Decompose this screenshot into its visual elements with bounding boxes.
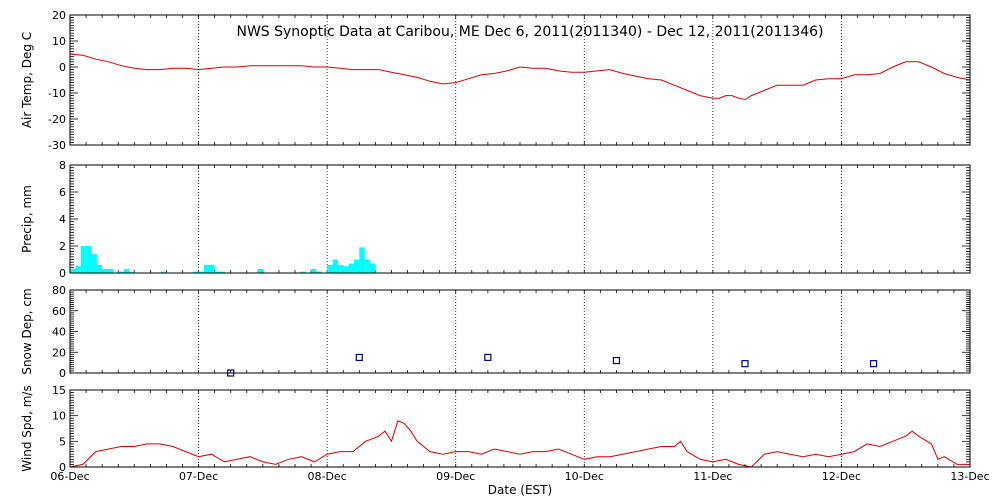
y-axis-label: Air Temp, Deg C	[20, 32, 34, 128]
y-axis-label: Wind Spd, m/s	[20, 385, 34, 471]
precip-bar	[123, 268, 130, 273]
precip-bar	[348, 263, 355, 273]
precip-bar	[327, 264, 333, 273]
y-tick-label: 4	[59, 213, 66, 226]
precip-bar	[198, 271, 204, 273]
snow-depth-point	[741, 360, 749, 368]
precip-bar	[128, 271, 135, 273]
y-tick-label: 10	[52, 410, 66, 423]
precip-bar	[300, 271, 306, 273]
y-tick-label: -30	[48, 139, 66, 152]
precip-bar	[86, 246, 92, 273]
x-tick-label: 08-Dec	[308, 470, 347, 483]
y-tick-label: -20	[48, 113, 66, 126]
panel-air-temp: -30 -20 -10 0 10 20 Air Temp, Deg C	[20, 9, 971, 152]
y-tick-label: 5	[59, 435, 66, 448]
y-tick-label: 10	[52, 35, 66, 48]
precip-bar	[96, 264, 103, 273]
precip-bar	[75, 266, 81, 273]
snow-depth-point	[612, 356, 621, 365]
panel-frame	[69, 389, 971, 468]
x-axis-label: Date (EST)	[488, 483, 552, 497]
precip-bar	[257, 268, 263, 273]
x-tick-label: 06-Dec	[50, 470, 89, 483]
snow-depth-point	[355, 353, 363, 362]
precip-bar	[193, 271, 199, 273]
air-temp-series-line	[69, 53, 971, 101]
precip-bar	[107, 268, 113, 273]
precip-bar	[70, 268, 76, 273]
precip-bar	[80, 246, 87, 273]
y-tick-label: 20	[52, 9, 66, 22]
y-axis-label: Snow Dep, cm	[20, 288, 34, 374]
snow-depth-point	[869, 360, 878, 368]
precip-bar	[209, 264, 215, 273]
x-tick-label: 12-Dec	[822, 470, 861, 483]
y-axis-label: Precip, mm	[20, 185, 34, 253]
panel-wind-speed: 0 5 10 15 Wind Spd, m/s	[20, 384, 971, 474]
x-tick-label: 11-Dec	[693, 470, 732, 483]
precip-bar	[364, 259, 371, 273]
y-tick-label: 0	[59, 367, 66, 380]
x-axis: 06-Dec 07-Dec 08-Dec 09-Dec 10-Dec 11-Dec 12-D…	[50, 470, 989, 483]
panel-frame	[69, 14, 971, 146]
panel-precip: 0 2 4 6 8 Precip, mm	[20, 159, 971, 280]
panel-frame	[69, 164, 971, 274]
y-tick-label: 0	[59, 461, 66, 474]
y-tick-label: 20	[52, 346, 66, 359]
panel-snow-depth: 0 20 40 60 80 Snow Dep, cm	[20, 284, 971, 380]
precip-bar	[203, 264, 210, 273]
precip-bar	[316, 271, 322, 273]
y-tick-label: 15	[52, 384, 66, 397]
y-tick-label: 0	[59, 267, 66, 280]
y-tick-label: 80	[52, 284, 66, 297]
x-tick-label: 09-Dec	[436, 470, 475, 483]
y-tick-label: 8	[59, 159, 66, 172]
x-tick-label: 10-Dec	[565, 470, 604, 483]
precip-bar	[353, 259, 360, 273]
precip-bar	[343, 266, 349, 273]
precip-bar	[161, 271, 167, 273]
precip-bar	[91, 254, 97, 273]
x-tick-label: 13-Dec	[950, 470, 989, 483]
y-tick-label: 2	[59, 240, 66, 253]
precip-bar	[369, 263, 376, 273]
panels: -30 -20 -10 0 10 20 Air Temp, Deg C 0 2 4 6 8 Precip…	[20, 9, 971, 474]
precip-bar	[102, 268, 108, 273]
snow-depth-point	[484, 353, 492, 362]
y-tick-label: 40	[52, 326, 66, 339]
chart-title: NWS Synoptic Data at Caribou, ME Dec 6, …	[236, 24, 823, 40]
x-tick-label: 07-Dec	[179, 470, 218, 483]
precip-bar	[220, 271, 226, 273]
precip-bar	[359, 247, 365, 273]
precip-bar	[337, 264, 344, 273]
panel-frame	[69, 289, 971, 374]
precip-bar	[332, 259, 338, 273]
y-tick-label: 60	[52, 305, 66, 318]
precip-bar	[118, 271, 124, 273]
y-tick-label: 0	[59, 61, 66, 74]
precip-bar	[214, 271, 221, 273]
y-tick-label: 6	[59, 186, 66, 199]
y-tick-label: -10	[48, 87, 66, 100]
wind-speed-series-line	[69, 420, 970, 468]
precip-bar	[311, 268, 317, 273]
